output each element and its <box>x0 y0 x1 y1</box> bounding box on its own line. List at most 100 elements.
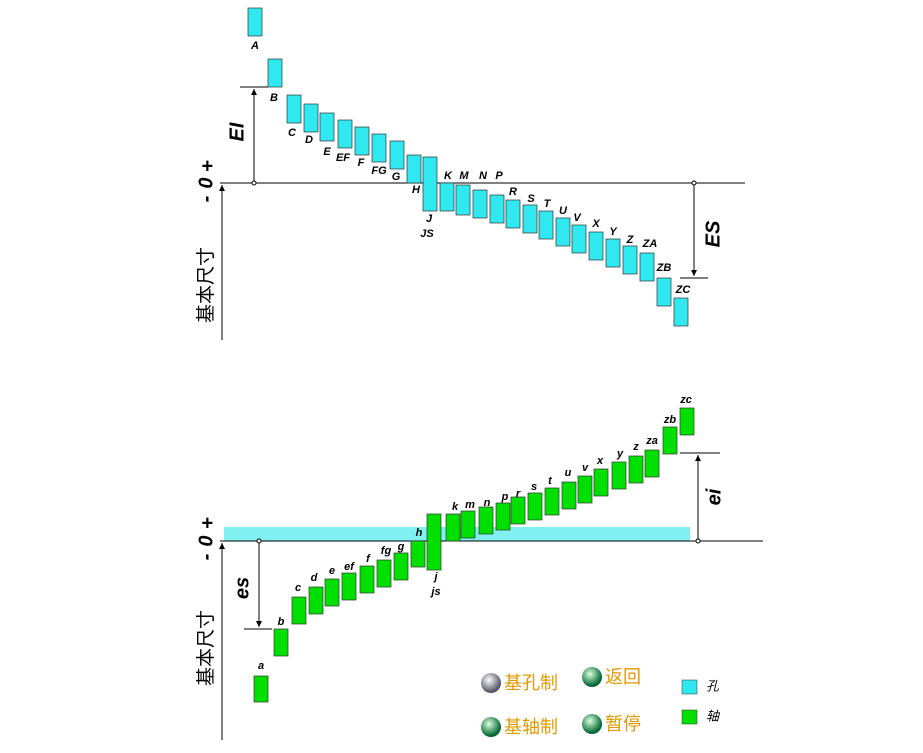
hole-zone <box>439 182 455 212</box>
shaft-zone <box>324 578 340 607</box>
hole-label: T <box>544 198 552 210</box>
shaft-label: t <box>548 475 553 487</box>
hole-zone <box>673 297 689 327</box>
hole-zone <box>455 184 471 216</box>
shaft-zone <box>308 586 324 615</box>
shaft-label: j <box>432 571 438 583</box>
button[interactable]: 暂停 <box>605 714 641 734</box>
hole-label: U <box>559 205 568 217</box>
shaft-zone <box>577 475 593 504</box>
shaft-zone <box>495 502 511 531</box>
button-icon[interactable] <box>481 673 501 693</box>
shaft-zone <box>410 540 426 568</box>
hole-zone <box>337 119 353 149</box>
dot <box>251 180 257 186</box>
hole-label: D <box>305 134 313 146</box>
hole-label: V <box>573 212 582 224</box>
hole-diagram: + 0 - 基本尺寸 EI ES A B CDE EF F FG GH J JS K M N PRS TU… <box>195 7 745 340</box>
hole-label: Y <box>609 226 618 238</box>
hole-label: B <box>270 92 278 104</box>
hole-label: E <box>323 146 331 158</box>
shaft-label: zb <box>663 414 677 426</box>
shaft-label: y <box>616 448 624 460</box>
shaft-label: zc <box>679 394 692 406</box>
shaft-zone <box>359 565 375 594</box>
hole-label: R <box>509 186 517 198</box>
button-icon[interactable] <box>481 717 501 737</box>
shaft-zone <box>445 513 461 542</box>
legend: 孔 轴 <box>681 678 721 725</box>
hole-label: F <box>358 157 365 169</box>
hole-label: JS <box>420 228 434 240</box>
hole-zone <box>406 154 422 184</box>
hole-zone <box>522 204 538 234</box>
hole-label: H <box>412 184 421 196</box>
axis-label: 基本尺寸 <box>195 247 217 323</box>
dot <box>256 538 262 544</box>
hole-zone <box>538 210 554 240</box>
shaft-label: r <box>516 488 521 500</box>
hole-zone <box>267 58 283 88</box>
hole-zone <box>389 140 405 170</box>
dot <box>691 180 697 186</box>
shaft-label: h <box>416 527 423 539</box>
hole-zone <box>555 217 571 247</box>
hole-zone <box>371 133 387 163</box>
hole-label: S <box>527 193 535 205</box>
zero: 0 <box>195 177 217 188</box>
hole-label: ZC <box>675 284 692 296</box>
shaft-label: g <box>397 541 405 553</box>
shaft-label: x <box>596 455 604 467</box>
upper-deviation: es <box>231 577 253 599</box>
button-icon[interactable] <box>582 714 602 734</box>
shaft-zone <box>644 449 660 478</box>
hole-zone <box>571 224 587 254</box>
shaft-zone <box>460 510 476 539</box>
lower-deviation: EI <box>226 122 248 141</box>
shaft-label: b <box>278 616 285 628</box>
button-icon[interactable] <box>582 667 602 687</box>
shaft-label: v <box>582 462 589 474</box>
hole-zone <box>319 112 335 142</box>
shaft-zone <box>341 572 357 601</box>
shaft-zone <box>544 487 560 516</box>
legend-label: 孔 <box>706 678 720 693</box>
shaft-zone <box>291 596 307 625</box>
lower-deviation: ei <box>703 488 725 505</box>
shaft-zone <box>527 492 543 521</box>
legend-swatch <box>681 679 698 695</box>
shaft-zone <box>273 628 289 657</box>
hole-label: A <box>250 40 259 52</box>
hole-zone <box>286 94 302 124</box>
button[interactable]: 返回 <box>605 667 641 687</box>
shaft-zone <box>253 675 269 703</box>
shaft-zone <box>561 481 577 510</box>
hole-label: G <box>392 171 401 183</box>
shaft-zone <box>628 455 644 484</box>
shaft-label: s <box>531 481 537 493</box>
hole-zone <box>472 189 488 219</box>
shaft-label: n <box>484 497 491 509</box>
shaft-zone <box>593 468 609 497</box>
dot <box>695 538 701 544</box>
hole-zone <box>639 252 655 282</box>
hole-zone <box>422 156 438 212</box>
hole-zone <box>489 194 505 224</box>
hole-label: K <box>444 170 453 182</box>
hole-label: EF <box>336 152 350 164</box>
minus: - <box>195 195 217 202</box>
hole-label: P <box>495 170 503 182</box>
hole-zone <box>505 199 521 229</box>
hole-zone <box>588 231 604 261</box>
plus: + <box>201 512 213 534</box>
zero: 0 <box>195 535 217 546</box>
hole-label: J <box>426 213 433 225</box>
hole-zone <box>656 277 672 307</box>
button[interactable]: 基孔制 <box>504 673 558 693</box>
shaft-zone <box>376 559 392 588</box>
button[interactable]: 基轴制 <box>504 717 558 737</box>
shaft-zone <box>679 407 695 436</box>
shaft-zone <box>662 426 678 455</box>
